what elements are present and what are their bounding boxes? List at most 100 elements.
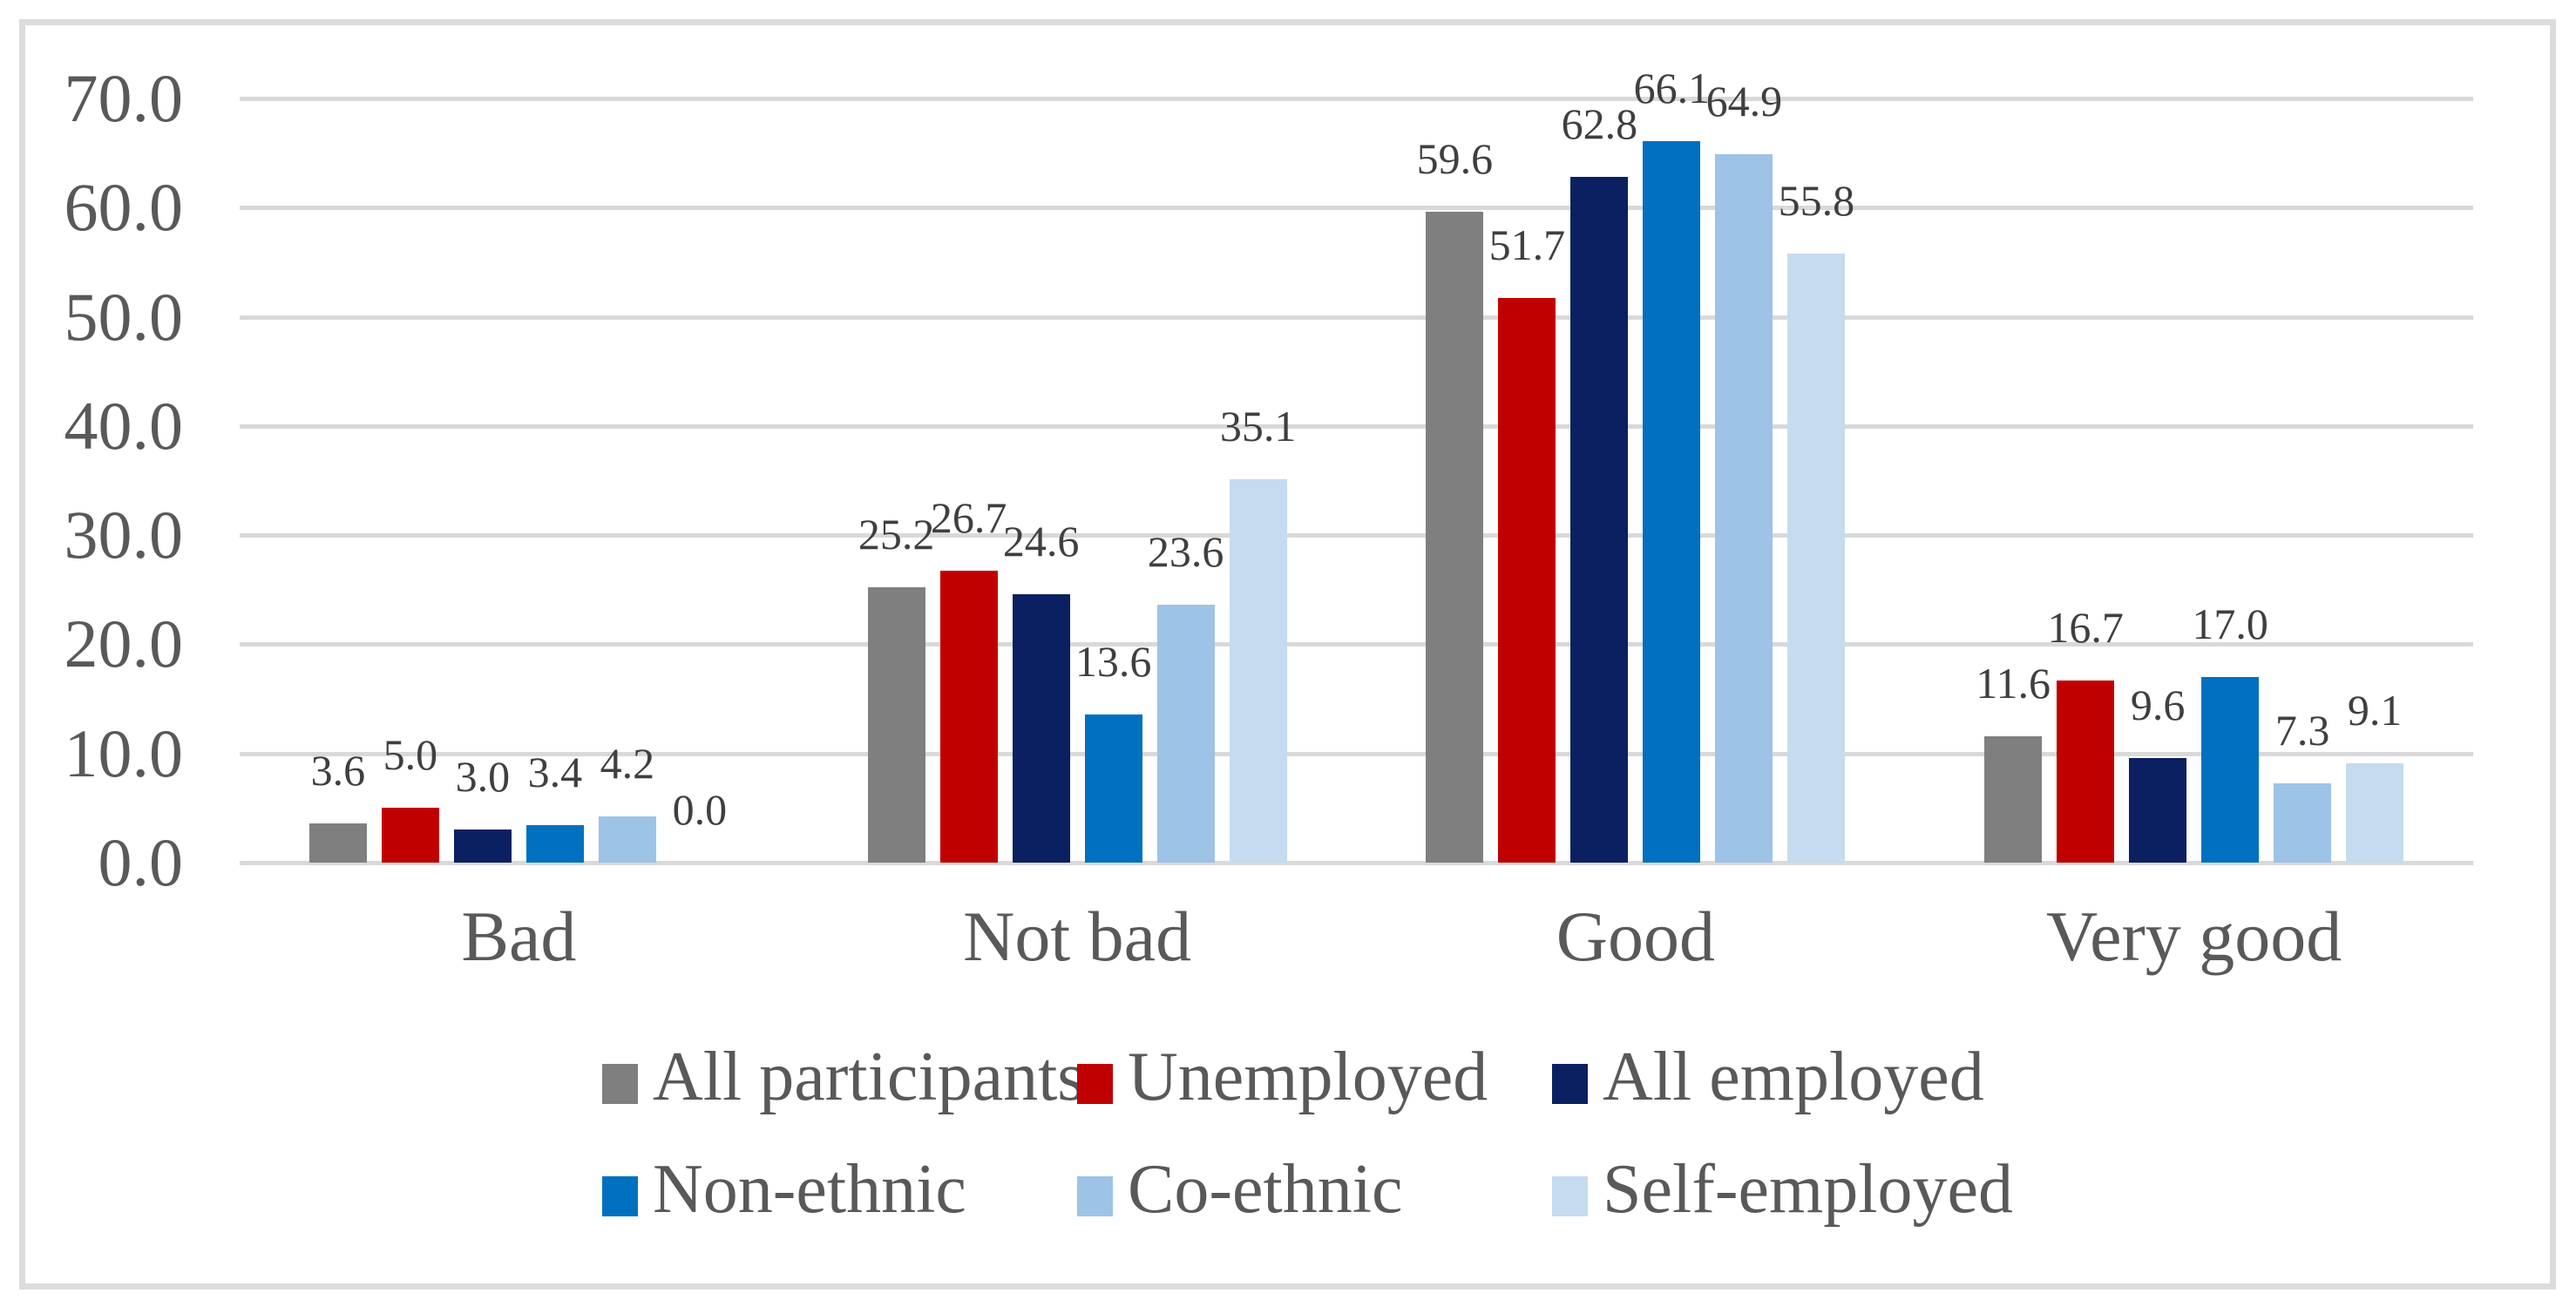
bar-all-participants	[308, 823, 367, 863]
y-axis-tick-label: 10.0	[64, 714, 184, 791]
bar-non-ethnic	[2201, 677, 2260, 863]
legend-swatch	[1552, 1176, 1588, 1216]
bar-value-label: 9.1	[2347, 686, 2403, 735]
bar-value-label: 64.9	[1705, 77, 1783, 125]
bar-groups: 3.6 5.0 3.0 3.4 4.2 0.0 25.2 26.7 24.6 13.6 23.6 35…	[240, 66, 2473, 863]
bar-value-label: 26.7	[930, 493, 1007, 542]
bar-slot: 26.7	[931, 98, 1007, 863]
bar-group-very-good: 11.6 16.7 9.6 17.0 7.3 9.1	[1915, 98, 2473, 863]
legend: All participants Unemployed All employed No…	[602, 1042, 2092, 1267]
legend-item-co-ethnic: Co-ethnic	[1077, 1155, 1552, 1267]
bar-value-label: 25.2	[858, 510, 935, 559]
bar-slot: 11.6	[1976, 98, 2051, 863]
bar-all-participants	[1984, 736, 2043, 863]
bar-all-employed	[2129, 758, 2187, 863]
bar-slot: 9.1	[2346, 98, 2404, 863]
legend-label: Unemployed	[1128, 1039, 1488, 1115]
y-axis-tick-label: 30.0	[64, 497, 184, 573]
bar-slot: 4.2	[598, 98, 656, 863]
bar-group-bad: 3.6 5.0 3.0 3.4 4.2 0.0	[240, 98, 798, 863]
bar-slot: 3.0	[453, 98, 512, 863]
bar-self-employed	[1787, 254, 1846, 863]
gridline	[240, 206, 2473, 211]
bar-value-label: 5.0	[383, 730, 438, 779]
legend-item-unemployed: Unemployed	[1077, 1042, 1552, 1155]
bar-slot: 5.0	[381, 98, 439, 863]
legend-item-all-employed: All employed	[1552, 1042, 2092, 1155]
bar-co-ethnic	[1715, 154, 1773, 863]
x-axis-label: Bad	[461, 897, 577, 976]
bar-self-employed	[1229, 479, 1287, 863]
bar-slot: 16.7	[2047, 98, 2124, 863]
legend-item-all-participants: All participants	[602, 1042, 1084, 1155]
bar-self-employed	[2346, 763, 2404, 863]
legend-swatch	[1552, 1064, 1588, 1104]
legend-label: Self-employed	[1603, 1151, 2013, 1228]
bar-slot: 66.1	[1634, 66, 1710, 863]
bar-all-employed	[1570, 177, 1629, 863]
bar-unemployed	[1498, 298, 1556, 863]
bar-slot: 35.1	[1220, 98, 1296, 863]
bar-value-label: 23.6	[1147, 527, 1224, 576]
gridline	[240, 751, 2473, 756]
bar-value-label: 62.8	[1561, 99, 1638, 148]
bar-value-label: 4.2	[600, 739, 655, 788]
bar-value-label: 3.6	[310, 746, 366, 795]
legend-label: All employed	[1603, 1039, 1984, 1115]
bar-value-label: 0.0	[672, 785, 728, 834]
bar-slot: 13.6	[1075, 98, 1151, 863]
bar-value-label: 51.7	[1488, 220, 1566, 269]
bar-slot: 25.2	[858, 98, 934, 863]
bar-unemployed	[2057, 681, 2115, 863]
bar-value-label: 7.3	[2274, 706, 2330, 755]
bar-co-ethnic	[598, 816, 656, 863]
gridline	[240, 642, 2473, 647]
gridline	[240, 315, 2473, 320]
bar-value-label: 9.6	[2130, 681, 2186, 729]
bar-slot: 17.0	[2192, 98, 2268, 863]
y-axis-tick-label: 40.0	[64, 387, 184, 464]
bar-non-ethnic	[525, 825, 584, 863]
bar-value-label: 11.6	[1976, 659, 2051, 708]
y-axis-tick-label: 20.0	[64, 606, 184, 682]
plot-area: 3.6 5.0 3.0 3.4 4.2 0.0 25.2 26.7 24.6 13.6 23.6 35…	[240, 66, 2473, 865]
bar-slot: 9.6	[2129, 98, 2187, 863]
bar-slot: 0.0	[671, 98, 729, 863]
y-axis-tick-label: 60.0	[64, 169, 184, 246]
bar-value-label: 16.7	[2047, 603, 2124, 652]
gridline	[240, 533, 2473, 538]
bar-slot: 62.8	[1562, 98, 1637, 863]
legend-label: All participants	[653, 1039, 1085, 1115]
bar-value-label: 35.1	[1219, 402, 1297, 450]
x-axis-label: Not bad	[963, 897, 1192, 976]
bar-all-participants	[1426, 212, 1484, 863]
bar-slot: 3.6	[308, 98, 367, 863]
legend-item-self-employed: Self-employed	[1552, 1155, 2092, 1267]
legend-swatch	[1077, 1064, 1113, 1104]
bar-slot: 55.8	[1779, 98, 1854, 863]
gridline	[240, 97, 2473, 101]
x-axis-label: Very good	[2045, 897, 2342, 976]
bar-all-employed	[1012, 594, 1070, 863]
bar-unemployed	[381, 808, 439, 863]
bar-non-ethnic	[1084, 714, 1142, 863]
bar-slot: 7.3	[2274, 98, 2332, 863]
legend-label: Non-ethnic	[653, 1151, 966, 1228]
bar-slot: 23.6	[1148, 98, 1224, 863]
bar-all-participants	[867, 587, 925, 863]
bar-value-label: 17.0	[2192, 599, 2268, 648]
bar-all-employed	[453, 830, 512, 863]
x-axis-label: Good	[1556, 897, 1715, 976]
bar-co-ethnic	[1156, 605, 1215, 863]
bar-value-label: 3.4	[527, 748, 583, 796]
legend-label: Co-ethnic	[1128, 1151, 1403, 1228]
y-axis-tick-label: 70.0	[64, 60, 184, 136]
legend-swatch	[1077, 1176, 1113, 1216]
chart-frame	[19, 19, 2556, 1290]
bar-slot: 3.4	[525, 98, 584, 863]
legend-swatch	[602, 1064, 638, 1104]
bar-value-label: 59.6	[1416, 134, 1494, 183]
y-axis-tick-label: 0.0	[98, 824, 184, 900]
x-axis-labels: Bad Not bad Good Very good	[240, 901, 2473, 972]
bar-slot: 59.6	[1417, 98, 1493, 863]
